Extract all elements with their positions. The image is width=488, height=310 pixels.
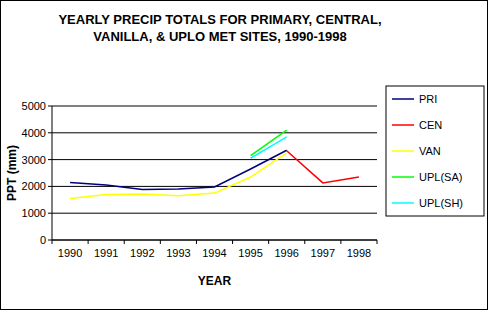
y-tick [48,213,52,214]
legend-box [386,86,484,216]
y-tick [48,186,52,187]
series-line [70,153,287,199]
x-tick-label: 1990 [58,247,82,259]
x-tick-label: 1998 [347,247,371,259]
legend-label: UPL(SA) [419,171,462,183]
legend-label: PRI [419,93,437,105]
y-tick-label: 3000 [22,154,46,166]
x-tick [340,240,341,244]
y-tick-label: 4000 [22,127,46,139]
y-tick-label: 2000 [22,180,46,192]
title: YEARLY PRECIP TOTALS FOR PRIMARY, CENTRA… [55,11,385,45]
x-tick-label: 1994 [202,247,226,259]
x-axis [52,240,377,241]
legend-swatch [392,150,414,152]
series-line [251,130,287,155]
y-tick-label: 0 [40,234,46,246]
legend-swatch [392,124,414,126]
legend-swatch [392,202,414,204]
y-axis-title: PPT (mm) [5,145,19,201]
grid-line [52,213,377,214]
grid-line [52,159,377,160]
legend-swatch [392,98,414,100]
y-tick [48,132,52,133]
x-tick [304,240,305,244]
legend-label: VAN [419,145,441,157]
series-line [287,151,359,183]
y-tick [48,240,52,241]
x-tick [52,240,53,244]
y-tick [48,106,52,107]
grid-line [52,240,377,241]
grid-line [52,132,377,133]
grid-line [52,106,377,107]
legend-label: UPL(SH) [419,197,463,209]
x-tick-label: 1996 [274,247,298,259]
plot-lines [70,130,359,198]
y-tick [48,159,52,160]
x-tick [377,240,378,244]
x-tick-label: 1993 [166,247,190,259]
x-tick-label: 1991 [94,247,118,259]
x-tick [232,240,233,244]
y-tick-label: 1000 [22,207,46,219]
x-tick-label: 1995 [238,247,262,259]
x-tick [124,240,125,244]
x-tick [88,240,89,244]
x-axis-title: YEAR [198,274,232,288]
chart: {"chart_data": {"type": "line", "title":… [0,0,488,310]
x-tick-label: 1997 [311,247,335,259]
series-line [251,137,287,158]
legend-swatch [392,176,414,178]
x-tick-label: 1992 [130,247,154,259]
y-axis [52,106,53,240]
x-tick [160,240,161,244]
chart-border [1,1,488,310]
x-tick [268,240,269,244]
y-tick-label: 5000 [22,100,46,112]
x-tick [196,240,197,244]
legend-label: CEN [419,119,442,131]
